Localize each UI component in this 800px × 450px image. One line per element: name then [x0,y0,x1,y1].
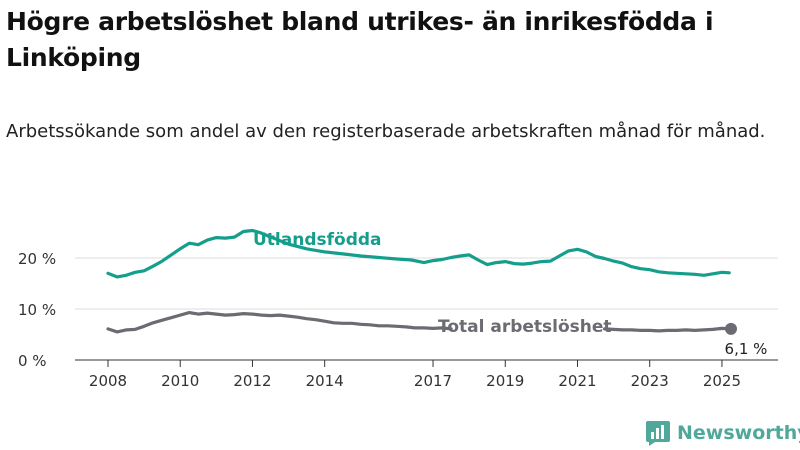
last-value-marker [725,322,737,335]
x-tick-label: 2017 [414,372,452,390]
brand-name: Newsworthy [677,422,800,444]
y-tick-label: 20 % [18,250,56,268]
brand-logo: Newsworthy [645,420,800,446]
x-tick-label: 2021 [558,372,596,390]
x-tick-label: 2019 [486,372,524,390]
series-line-total [106,311,733,334]
x-tick-label: 2014 [306,372,344,390]
series-line-utlandsfodda [106,228,731,279]
x-tick-label: 2023 [631,372,669,390]
y-tick-label: 0 % [18,352,47,370]
x-tick-label: 2012 [233,372,271,390]
series-label-total: Total arbetslöshet [438,317,612,337]
series-label-utlandsfodda: Utlandsfödda [253,230,382,250]
last-value-label: 6,1 % [725,340,768,358]
chart-subtitle: Arbetssökande som andel av den registerb… [6,121,766,142]
x-tick-label: 2010 [161,372,199,390]
x-tick-label: 2008 [89,372,127,390]
x-tick-label: 2025 [703,372,741,390]
y-tick-label: 10 % [18,301,56,319]
chart-title: Högre arbetslöshet bland utrikes- än inr… [6,7,714,72]
newsworthy-logo-icon [646,421,670,446]
